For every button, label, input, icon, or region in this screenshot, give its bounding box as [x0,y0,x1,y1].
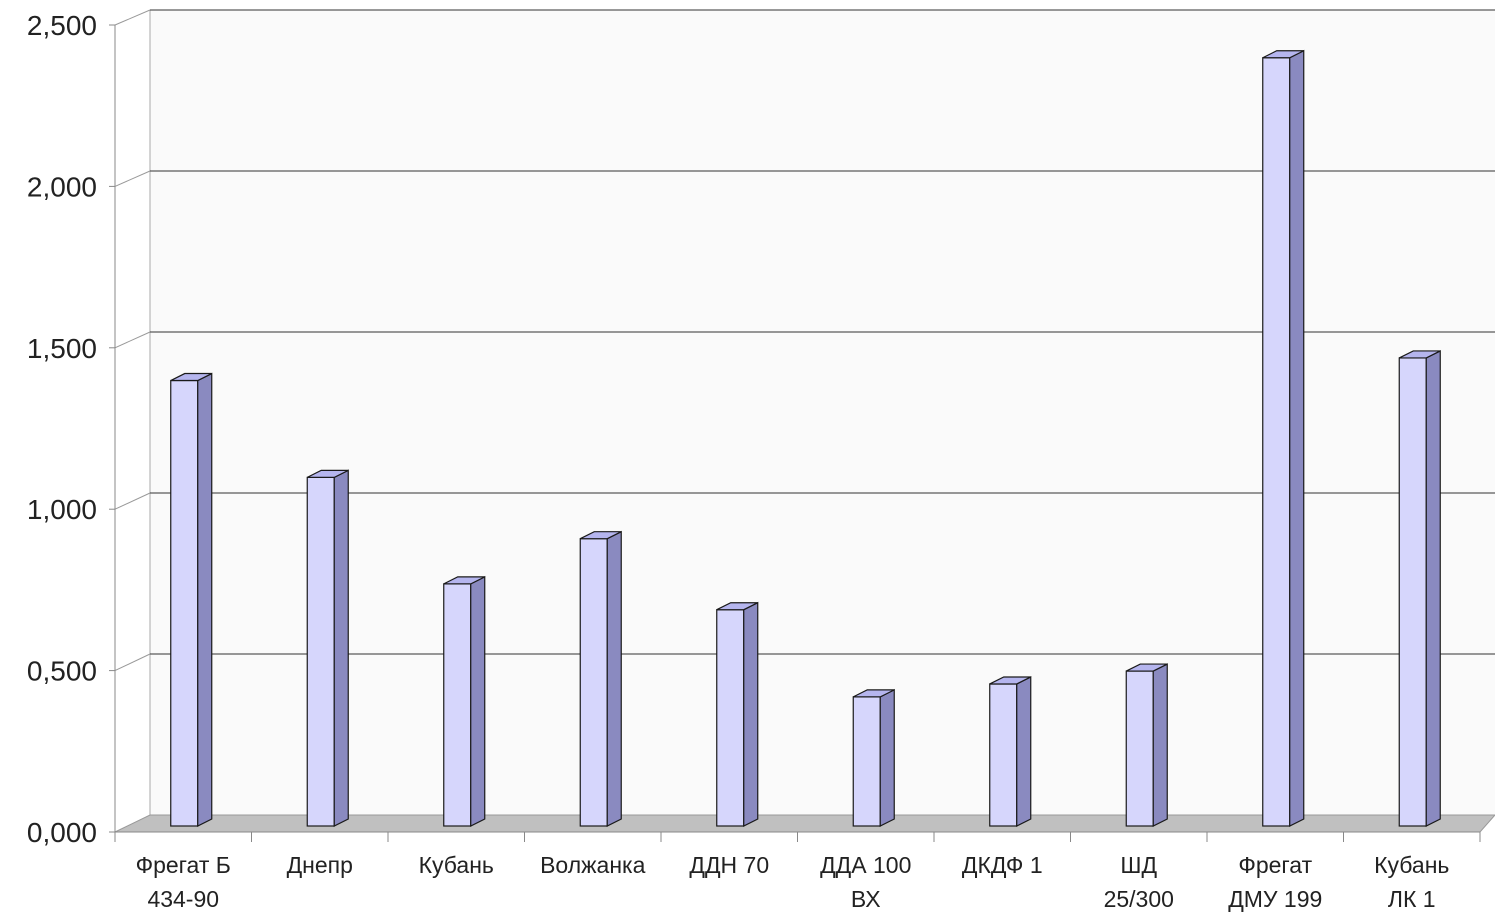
bar-front [170,379,199,827]
bar-top [170,372,213,382]
gridline-diagonal [114,653,151,672]
bar-side [333,469,349,827]
y-tick-label: 1,000 [27,494,97,525]
x-tick-label: ДКДФ 1 [962,852,1043,878]
bar [1262,49,1305,827]
bar-side [743,601,759,827]
bar-front [989,683,1018,827]
bar [989,675,1032,827]
gridline-diagonal [114,492,151,510]
bar-side [1152,663,1168,827]
bar-front [1398,357,1427,827]
x-tick-label: ДМУ 199 [1228,886,1322,912]
bar-top [989,676,1032,685]
bar-front [716,609,745,827]
bar-side [1425,349,1441,827]
x-tick-label: Волжанка [540,852,645,878]
bar [1125,663,1168,827]
bar-front [306,476,335,827]
bar-front [579,538,608,827]
bar-top [443,576,486,585]
bar [579,530,622,827]
bar-top [579,531,622,540]
bar-top [1398,350,1441,359]
y-tick-label: 0,500 [27,656,97,687]
bar-side [1289,49,1305,827]
bar [170,372,213,827]
bar-top [852,689,895,698]
bar-top [1125,663,1168,672]
gridline-diagonal [114,170,151,187]
x-tick-label: Кубань [419,852,494,878]
bar [716,601,759,827]
bar-top [716,602,759,611]
bar [1398,349,1441,827]
y-tick-label: 2,000 [27,171,97,202]
x-tick-label: ДДН 70 [689,852,769,878]
bar-side [1016,675,1032,827]
x-tick-label: Кубань [1374,852,1449,878]
bar-side [606,530,622,827]
bar-side [470,575,486,827]
y-tick-label: 0,000 [27,817,97,848]
gridline-diagonal [114,331,151,349]
x-tick-label: ВХ [851,886,881,912]
bar [443,575,486,827]
x-tick-label: ДДА 100 [820,852,911,878]
x-tick-label: Фрегат Б [136,852,231,878]
bar-side [197,372,213,827]
bar-side [879,688,895,827]
tick-labels: 0,000 0,500 1,000 1,500 2,000 2,500 Фрегат Б 43… [27,10,1449,912]
x-tick-label: 434-90 [147,886,219,912]
bar-front [1125,670,1154,827]
x-tick-label: 25/300 [1104,886,1174,912]
bar-top [306,469,349,478]
x-tick-label: Днепр [287,852,353,878]
bar-front [852,696,881,827]
bar-front [1262,57,1291,827]
gridline-diagonal [114,9,151,26]
bar-front [443,583,472,827]
axes [109,24,1481,842]
bar [306,469,349,827]
bars [170,49,1441,827]
x-tick-label: Фрегат [1238,852,1312,878]
y-tick-label: 2,500 [27,10,97,41]
x-tick-label: ЛК 1 [1388,886,1436,912]
x-tick-label: ШД [1120,852,1157,878]
bar-top [1262,50,1305,59]
y-tick-label: 1,500 [27,333,97,364]
bar [852,688,895,827]
